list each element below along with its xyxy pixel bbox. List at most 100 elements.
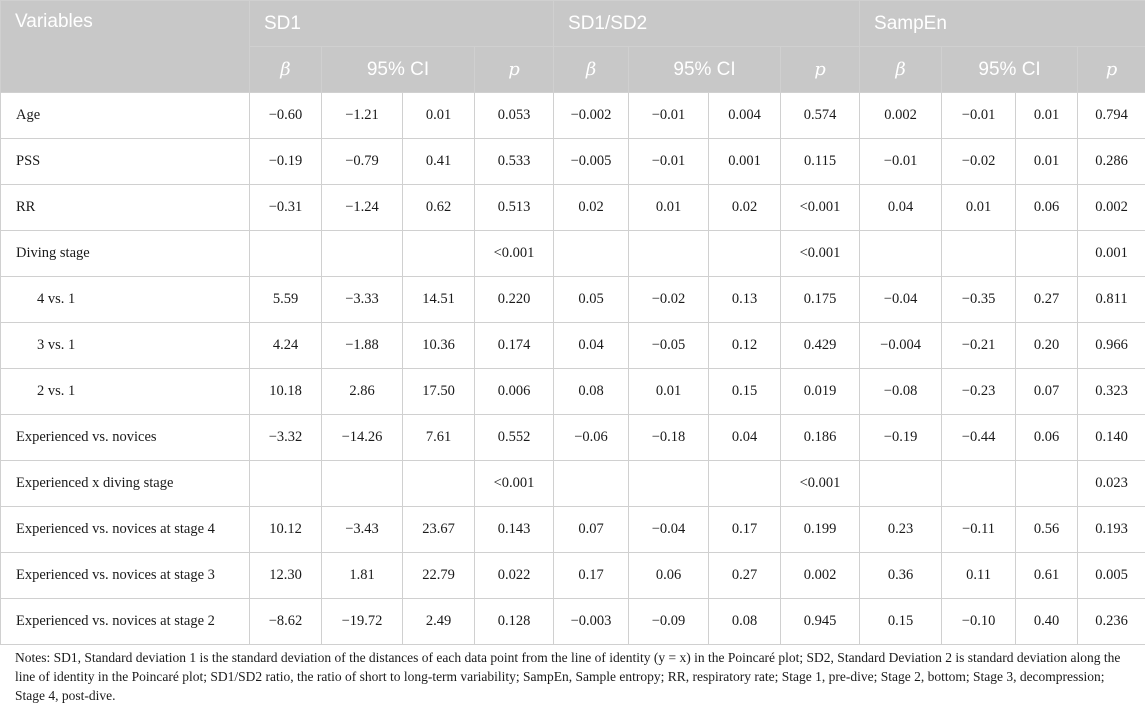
table-cell: 0.08 [553, 368, 630, 415]
table-cell: 0.12 [708, 322, 782, 369]
table-row: Experienced vs. novices at stage 3 12.30 1… [0, 552, 1145, 599]
table-cell [553, 460, 630, 507]
table-cell [859, 460, 943, 507]
table-cell: 0.323 [1077, 368, 1145, 415]
table-cell [249, 460, 322, 507]
header-p: p [780, 46, 861, 93]
table-cell: 0.022 [473, 552, 555, 599]
table-cell: −0.19 [859, 414, 943, 461]
table-cell: 10.12 [249, 506, 322, 553]
table-cell: −0.79 [321, 138, 403, 185]
table-cell: 0.552 [473, 414, 555, 461]
table-cell: 0.08 [708, 598, 782, 645]
row-label: PSS [0, 138, 250, 185]
table-cell: −0.35 [941, 276, 1017, 323]
table-row: Experienced vs. novices at stage 4 10.12−… [0, 506, 1145, 553]
table-cell: 0.11 [941, 552, 1017, 599]
header-row-stats: β 95% CI p β 95% CI p β 95% CI p [1, 46, 1145, 93]
table-cell: 0.533 [473, 138, 555, 185]
table-cell: −0.44 [941, 414, 1017, 461]
table-cell: −1.21 [321, 92, 403, 139]
table-cell: −0.60 [249, 92, 322, 139]
table-cell: 0.04 [859, 184, 943, 231]
table-cell: 0.574 [780, 92, 861, 139]
table-cell: 0.02 [553, 184, 630, 231]
table-row: Experienced vs. novices at stage 2 −8.62−… [0, 598, 1145, 645]
header-group-sd1-sd2: SD1/SD2 [553, 0, 861, 47]
table-cell: 0.56 [1015, 506, 1079, 553]
table-cell: 17.50 [402, 368, 475, 415]
table-row: Age −0.60 −1.21 0.01 0.053 −0.002 −0.01 0.004 0.… [0, 92, 1145, 139]
table-cell: <0.001 [780, 230, 861, 277]
table-cell: 0.002 [780, 552, 861, 599]
table-row: RR −0.31 −1.24 0.62 0.513 0.02 0.01 0.02 <0.001 0… [0, 184, 1145, 231]
table-cell: 12.30 [249, 552, 322, 599]
table-cell: −0.002 [553, 92, 630, 139]
table-cell [708, 230, 782, 277]
table-cell: −0.01 [941, 92, 1017, 139]
header-beta: β [859, 46, 943, 93]
table-cell: 0.945 [780, 598, 861, 645]
table-cell: 0.15 [708, 368, 782, 415]
table-cell [941, 460, 1017, 507]
header-group-sd1: SD1 [248, 0, 555, 47]
table-cell: 0.001 [708, 138, 782, 185]
table-cell: <0.001 [473, 460, 555, 507]
table-cell: 0.002 [1077, 184, 1145, 231]
table-cell: 0.186 [780, 414, 861, 461]
table-cell: −0.31 [249, 184, 322, 231]
table-cell: 0.01 [402, 92, 475, 139]
table-cell: −1.24 [321, 184, 403, 231]
table-cell: 0.193 [1077, 506, 1145, 553]
table-cell: 4.24 [249, 322, 322, 369]
table-cell: 0.286 [1077, 138, 1145, 185]
table-cell: 0.27 [1015, 276, 1079, 323]
row-label: Diving stage [0, 230, 250, 277]
table-cell: −0.06 [553, 414, 630, 461]
table-cell: 22.79 [402, 552, 475, 599]
table-cell: 0.01 [1015, 92, 1079, 139]
table-cell: 0.05 [553, 276, 630, 323]
table-cell: −0.23 [941, 368, 1017, 415]
table-row: Experienced x diving stage <0.001 <0.001 0.… [0, 460, 1145, 507]
table-cell: −19.72 [321, 598, 403, 645]
table-cell: 0.17 [553, 552, 630, 599]
header-ci: 95% CI [321, 46, 475, 93]
table-cell: 0.61 [1015, 552, 1079, 599]
table-cell: 0.36 [859, 552, 943, 599]
table-body: Age −0.60 −1.21 0.01 0.053 −0.002 −0.01 0.004 0.… [0, 92, 1145, 645]
table-cell: −0.11 [941, 506, 1017, 553]
table-cell: 0.115 [780, 138, 861, 185]
table-cell: −0.10 [941, 598, 1017, 645]
table-cell: 14.51 [402, 276, 475, 323]
table-cell: 0.053 [473, 92, 555, 139]
table-cell: 10.18 [249, 368, 322, 415]
table-cell: −3.33 [321, 276, 403, 323]
table-cell: −0.003 [553, 598, 630, 645]
table-cell: −0.01 [628, 138, 710, 185]
table-cell: 10.36 [402, 322, 475, 369]
table-cell: 0.02 [708, 184, 782, 231]
table-cell: 0.199 [780, 506, 861, 553]
row-label: Experienced vs. novices at stage 3 [0, 552, 250, 599]
table-cell: 0.023 [1077, 460, 1145, 507]
table-cell: 0.001 [1077, 230, 1145, 277]
header-p: p [473, 46, 555, 93]
table-cell [402, 230, 475, 277]
table-cell: −0.08 [859, 368, 943, 415]
row-label: RR [0, 184, 250, 231]
header-variables: Variables [0, 0, 250, 93]
table-cell [321, 460, 403, 507]
table-cell: 0.06 [1015, 414, 1079, 461]
table-cell: 0.220 [473, 276, 555, 323]
table-cell: 5.59 [249, 276, 322, 323]
table-cell: −3.32 [249, 414, 322, 461]
table-cell: −0.02 [941, 138, 1017, 185]
table-cell: 0.143 [473, 506, 555, 553]
table-cell: −0.21 [941, 322, 1017, 369]
table-cell [859, 230, 943, 277]
table-cell: 0.40 [1015, 598, 1079, 645]
table-cell: −0.02 [628, 276, 710, 323]
table-cell: 0.06 [1015, 184, 1079, 231]
header-beta: β [249, 46, 322, 93]
